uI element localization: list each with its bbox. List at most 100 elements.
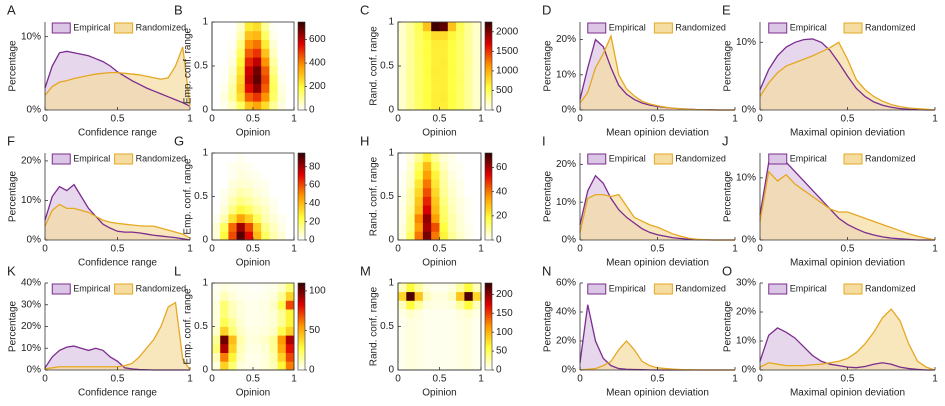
heat-cell [406, 101, 415, 111]
heat-cell [456, 343, 465, 353]
heat-cell [269, 179, 278, 189]
heat-cell [269, 317, 278, 327]
heat-cell [398, 57, 407, 67]
heat-cell [422, 74, 432, 84]
x-axis-label: Opinion [236, 128, 270, 139]
heat-cell [447, 291, 457, 301]
panel-label: K [7, 263, 16, 278]
heat-cell [285, 187, 295, 197]
heat-cell [414, 39, 424, 49]
heat-cell [277, 361, 287, 371]
heat-cell [472, 161, 482, 171]
heat-cell [236, 57, 246, 67]
y-tick-label: 60% [556, 278, 576, 289]
heat-cell [422, 30, 432, 40]
heat-cell [261, 317, 270, 327]
y-axis-label: Percentage [723, 40, 734, 92]
y-tick-label: 30% [736, 278, 756, 289]
heat-cell [431, 74, 440, 84]
heat-cell [244, 48, 254, 58]
series-line [44, 203, 191, 239]
heat-cell [253, 205, 262, 215]
heat-cell [456, 30, 465, 40]
heat-cell [269, 205, 278, 215]
y-tick-label: 0 [388, 105, 394, 116]
x-tick-label: 1 [732, 244, 738, 255]
heat-cell [398, 205, 407, 215]
heat-cell [277, 179, 287, 189]
y-tick-label: 0% [562, 105, 577, 116]
heat-cell [269, 83, 278, 93]
x-tick-label: 0.5 [111, 244, 125, 255]
y-tick-label: 10% [21, 343, 41, 354]
panel-label: L [174, 263, 181, 278]
heat-cell [236, 213, 246, 223]
heat-cell [244, 187, 254, 197]
heat-cell [464, 161, 474, 171]
area-fill [580, 304, 735, 370]
heat-cell [277, 196, 287, 206]
colorbar-tick-label: 80 [309, 161, 321, 172]
heat-cell [285, 22, 295, 32]
heat-cell [422, 48, 432, 58]
x-tick-label: 1 [732, 114, 738, 125]
x-tick-label: 0.5 [651, 114, 665, 125]
heat-cell [212, 74, 221, 84]
heat-cell [439, 101, 449, 111]
x-tick-label: 0.5 [433, 114, 447, 125]
y-tick-label: 0.5 [380, 191, 394, 202]
heat-cell [447, 196, 457, 206]
heat-cell [285, 30, 295, 40]
heat-cell [253, 317, 262, 327]
heat-cell [236, 48, 246, 58]
heat-cell [212, 352, 221, 362]
x-tick-label: 1 [732, 374, 738, 385]
series-line [759, 38, 935, 111]
heat-cell [236, 153, 246, 163]
heat-cell [220, 300, 229, 310]
heat-cell [228, 343, 237, 353]
heat-cell [285, 161, 295, 171]
heat-cell [472, 170, 482, 180]
heat-cell [285, 153, 295, 163]
heat-cell [414, 309, 424, 319]
heat-cell [277, 170, 287, 180]
colorbar-tick-label: 1000 [496, 66, 519, 77]
heat-cell [472, 326, 482, 336]
heat-cell [398, 66, 407, 76]
y-tick-label: 0% [27, 105, 42, 116]
heat-cell [456, 196, 465, 206]
legend-label: Randomized [675, 22, 726, 32]
legend-label: Randomized [136, 283, 187, 293]
x-tick-label: 1 [478, 244, 484, 255]
heat-cell [244, 161, 254, 171]
heat-cell [439, 343, 449, 353]
heat-cell [422, 92, 432, 102]
heat-cell [464, 213, 474, 223]
heat-cell [228, 326, 237, 336]
heat-cell [456, 101, 465, 111]
heat-cell [439, 317, 449, 327]
heat-cell [220, 179, 229, 189]
heat-cell [456, 205, 465, 215]
heat-cell [431, 170, 440, 180]
heat-cell [456, 352, 465, 362]
heat-cell [422, 326, 432, 336]
heat-cell [398, 361, 407, 371]
heat-cell [398, 83, 407, 93]
legend-label: Empirical [609, 153, 646, 163]
heat-cell [422, 309, 432, 319]
heat-cell [253, 48, 262, 58]
heat-cell [277, 66, 287, 76]
heat-cell [277, 101, 287, 111]
panel-label: D [542, 2, 551, 17]
heat-cell [261, 309, 270, 319]
heat-cell [269, 222, 278, 232]
heat-cell [406, 317, 415, 327]
heat-cell [414, 343, 424, 353]
heat-cell [439, 187, 449, 197]
heat-cell [431, 196, 440, 206]
heat-cell [220, 213, 229, 223]
heat-cell [244, 291, 254, 301]
heat-cell [472, 309, 482, 319]
